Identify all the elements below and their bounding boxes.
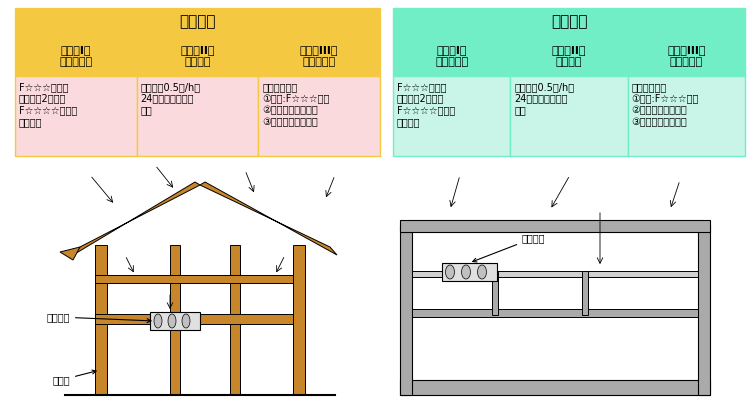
Bar: [400, 220, 710, 232]
Bar: [628, 36, 745, 76]
Bar: [15, 36, 136, 76]
Text: （対策III）
天井裏など: （対策III） 天井裏など: [300, 45, 338, 67]
Bar: [136, 76, 258, 156]
Bar: [412, 271, 698, 277]
Bar: [582, 271, 588, 315]
Bar: [412, 309, 698, 317]
Text: （対策I）
内装仕上げ: （対策I） 内装仕上げ: [435, 45, 468, 67]
Bar: [95, 314, 293, 324]
Bar: [150, 312, 200, 330]
Bar: [258, 76, 380, 156]
Polygon shape: [73, 182, 200, 255]
Bar: [230, 245, 240, 395]
Ellipse shape: [446, 265, 454, 279]
Bar: [698, 225, 710, 395]
Bar: [95, 275, 293, 283]
Bar: [442, 263, 497, 281]
Bar: [393, 76, 510, 156]
Ellipse shape: [154, 314, 162, 328]
Bar: [170, 245, 180, 395]
Bar: [492, 271, 498, 315]
Bar: [400, 380, 710, 395]
Bar: [136, 36, 258, 76]
Text: 次のいずれか
①建材:F☆☆☆以上
②気密層、通気止め
③天井裏などを換気: 次のいずれか ①建材:F☆☆☆以上 ②気密層、通気止め ③天井裏などを換気: [262, 82, 330, 127]
Bar: [393, 36, 510, 76]
Bar: [628, 76, 745, 156]
Ellipse shape: [461, 265, 470, 279]
FancyBboxPatch shape: [393, 8, 745, 36]
Polygon shape: [60, 247, 80, 260]
Text: 通気止め: 通気止め: [46, 312, 151, 323]
Text: F☆☆☆の場合
床面積の2倍まで
F☆☆☆☆の場合
制限なし: F☆☆☆の場合 床面積の2倍まで F☆☆☆☆の場合 制限なし: [19, 82, 77, 127]
Polygon shape: [200, 182, 337, 255]
Text: 戸建住宅: 戸建住宅: [179, 15, 216, 29]
Bar: [15, 76, 136, 156]
Text: （対策I）
内装仕上げ: （対策I） 内装仕上げ: [59, 45, 92, 67]
Bar: [400, 225, 412, 395]
Text: 次のいずれか
①建材:F☆☆☆以上
②気密層、通気止め
③天井裏などを換気: 次のいずれか ①建材:F☆☆☆以上 ②気密層、通気止め ③天井裏などを換気: [632, 82, 699, 127]
Text: 換気回数0.5回/hの
24時間換気設備を
設置: 換気回数0.5回/hの 24時間換気設備を 設置: [141, 82, 201, 115]
Text: 集合住宅: 集合住宅: [550, 15, 587, 29]
Ellipse shape: [182, 314, 190, 328]
Text: 通気止め: 通気止め: [472, 233, 545, 262]
Bar: [510, 76, 628, 156]
Ellipse shape: [478, 265, 487, 279]
Text: （対策II）
換気設備: （対策II） 換気設備: [552, 45, 586, 67]
Text: （対策II）
換気設備: （対策II） 換気設備: [180, 45, 214, 67]
FancyBboxPatch shape: [15, 8, 380, 36]
Text: F☆☆☆の場合
床面積の2倍まで
F☆☆☆☆の場合
制限なし: F☆☆☆の場合 床面積の2倍まで F☆☆☆☆の場合 制限なし: [397, 82, 455, 127]
Text: 気密層: 気密層: [53, 370, 96, 385]
Text: 換気回数0.5回/hの
24時間換気設備を
設置: 換気回数0.5回/hの 24時間換気設備を 設置: [514, 82, 574, 115]
Bar: [95, 245, 107, 395]
Text: （対策III）
天井裏など: （対策III） 天井裏など: [667, 45, 706, 67]
Ellipse shape: [168, 314, 176, 328]
Bar: [258, 36, 380, 76]
Bar: [293, 245, 305, 395]
Bar: [510, 36, 628, 76]
